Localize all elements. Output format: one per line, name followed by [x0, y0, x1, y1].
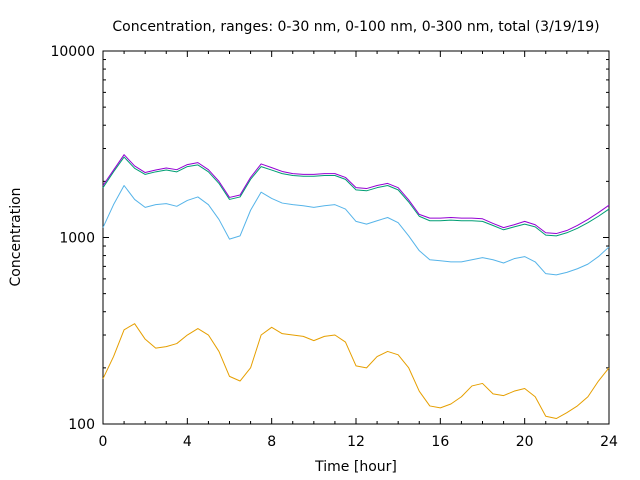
x-tick-label: 8 [267, 434, 276, 450]
x-tick-label: 12 [347, 434, 365, 450]
x-axis-label: Time [hour] [314, 459, 397, 475]
x-tick-label: 24 [600, 434, 618, 450]
y-tick-label: 1000 [59, 231, 95, 247]
axis-ticks: 0 4 8 12 16 20 24 100 1000 10000 [50, 44, 618, 450]
plot-frame [102, 50, 610, 425]
series-line-4 [102, 154, 610, 235]
y-tick-label: 100 [68, 417, 95, 433]
x-tick-label: 4 [183, 434, 192, 450]
series-line-1 [102, 323, 610, 420]
series-line-2 [102, 185, 610, 276]
series-layer [102, 154, 610, 420]
y-tick-label: 10000 [50, 44, 95, 60]
x-tick-label: 20 [516, 434, 534, 450]
series-line-3 [102, 156, 610, 237]
x-tick-label: 0 [99, 434, 108, 450]
chart-title: Concentration, ranges: 0-30 nm, 0-100 nm… [112, 19, 599, 35]
y-axis-label: Concentration [8, 187, 24, 286]
x-tick-label: 16 [431, 434, 449, 450]
